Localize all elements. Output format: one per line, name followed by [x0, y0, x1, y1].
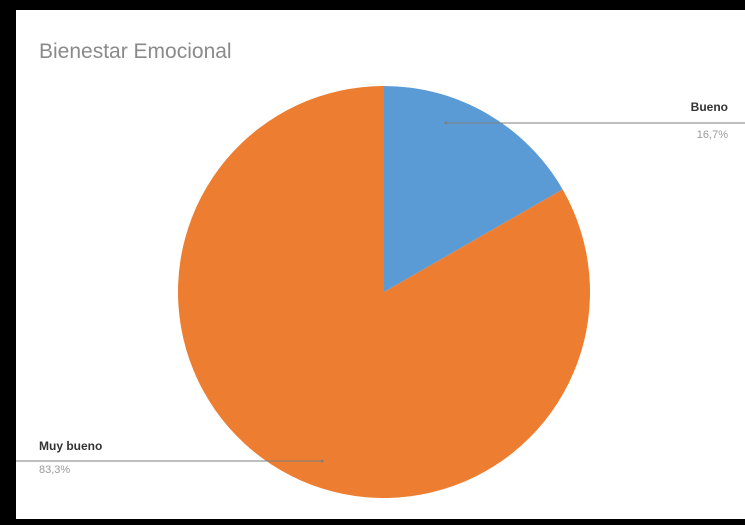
slice-labels: Bueno 16,7% Muy bueno 83,3% [16, 100, 745, 476]
chart-title: Bienestar Emocional [39, 40, 232, 63]
slice-label-value: 83,3% [39, 464, 70, 476]
leader-anchor [444, 121, 448, 125]
pie-chart: Bueno 16,7% Muy bueno 83,3% [16, 86, 745, 498]
slice-label-name: Muy bueno [39, 439, 102, 453]
pie-slice-muy-bueno [178, 86, 590, 498]
chart-panel: Bienestar Emocional Bueno 16,7% Muy bueno 8… [16, 10, 745, 519]
slice-label-value: 16,7% [697, 129, 728, 141]
slice-label-name: Bueno [691, 100, 728, 114]
pie-slice-bueno [384, 86, 563, 292]
leader-anchor [320, 459, 324, 463]
slices [178, 86, 590, 498]
